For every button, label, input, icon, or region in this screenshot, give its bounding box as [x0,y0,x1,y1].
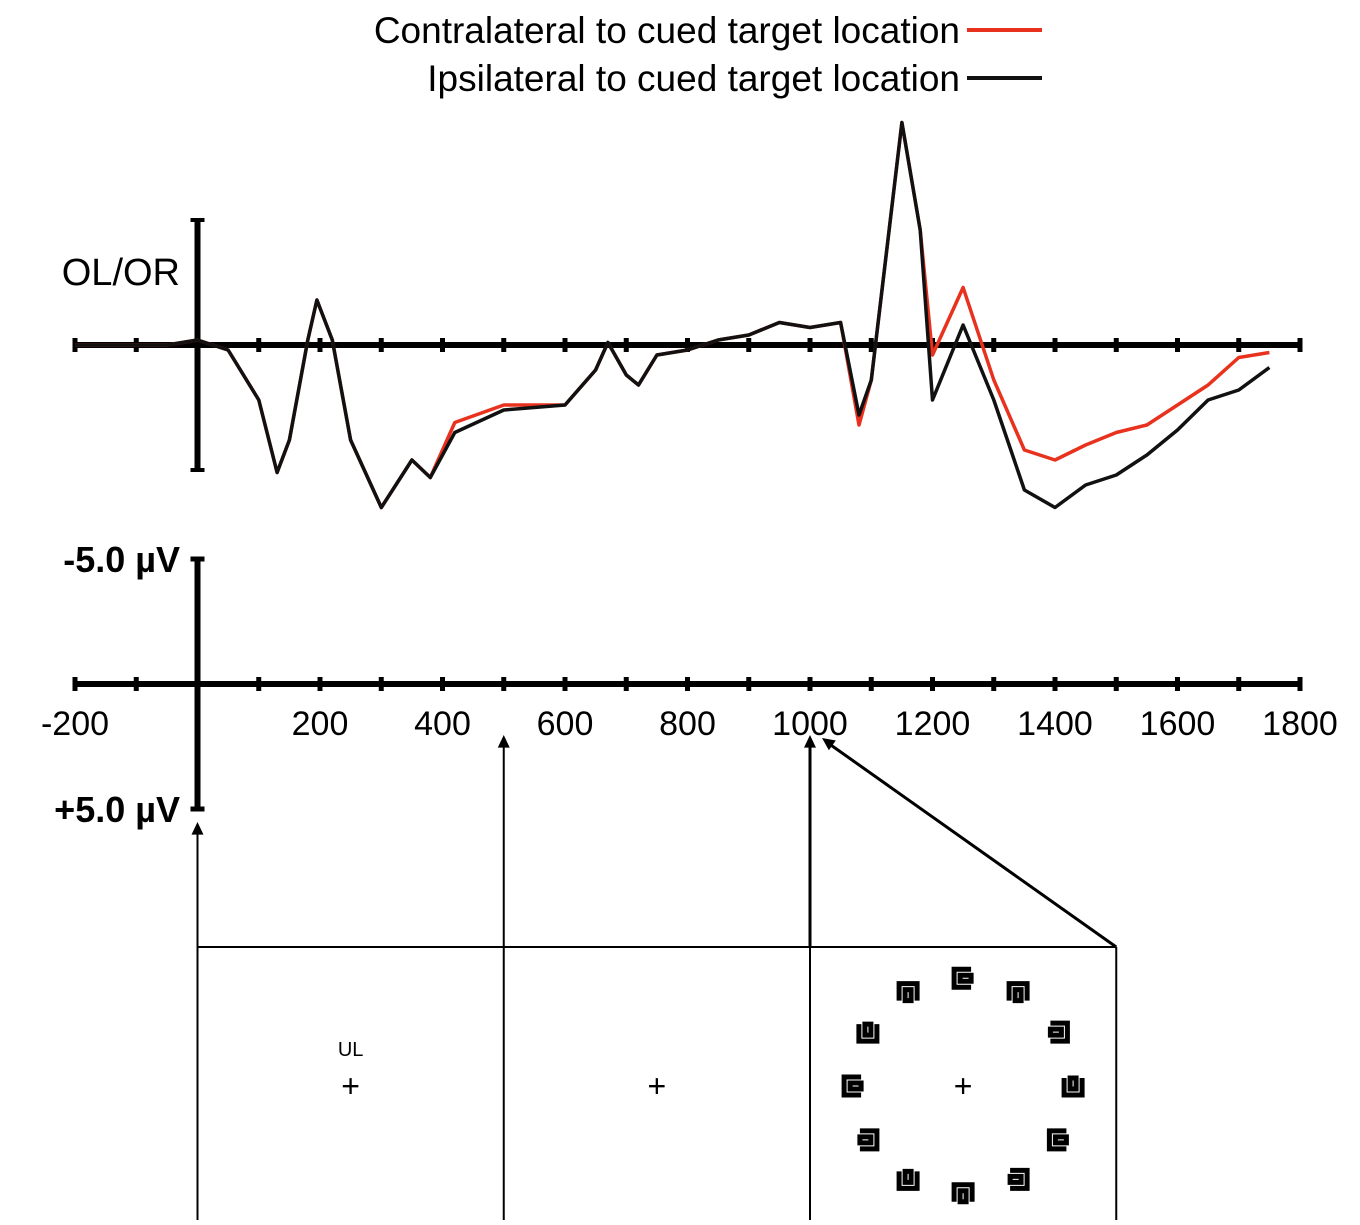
x-tick-label: 600 [537,705,594,743]
search-item [951,1182,975,1205]
search-item [1006,981,1030,1004]
arrow-head [804,735,816,748]
search-item [1047,1020,1070,1044]
search-item [841,1074,864,1098]
search-item [1007,1167,1030,1191]
legend-label: Ipsilateral to cued target location [427,58,960,99]
arrow-head [191,822,204,835]
search-item [1046,1128,1069,1152]
x-tick-label: 1800 [1262,705,1338,743]
panel-label: OL/OR [62,252,180,294]
arrow-head [497,735,510,748]
search-item [896,981,920,1004]
fixation-cross: + [954,1068,973,1104]
x-tick-label: 200 [292,705,349,743]
x-tick-label: 400 [414,705,471,743]
x-tick-label: 1400 [1017,705,1093,743]
search-item [896,1168,920,1191]
search-item [856,1021,880,1044]
series-line [75,120,1270,510]
x-tick-label: 1600 [1140,705,1216,743]
y-tick-label: +5.0 µV [54,789,180,830]
search-item [951,966,974,990]
fixation-cross: + [341,1068,360,1104]
x-tick-label: -200 [41,705,109,743]
y-tick-label: -5.0 µV [63,539,180,580]
search-item [1061,1075,1085,1098]
series-line [75,120,1271,510]
arrow-head [822,738,836,751]
zoom-arrow [827,741,1118,949]
search-item [857,1128,880,1152]
fixation-cross: + [648,1068,667,1104]
x-tick-label: 800 [659,705,716,743]
cue-label: UL [338,1039,364,1061]
x-tick-label: 1200 [895,705,971,743]
legend-label: Contralateral to cued target location [374,10,960,51]
